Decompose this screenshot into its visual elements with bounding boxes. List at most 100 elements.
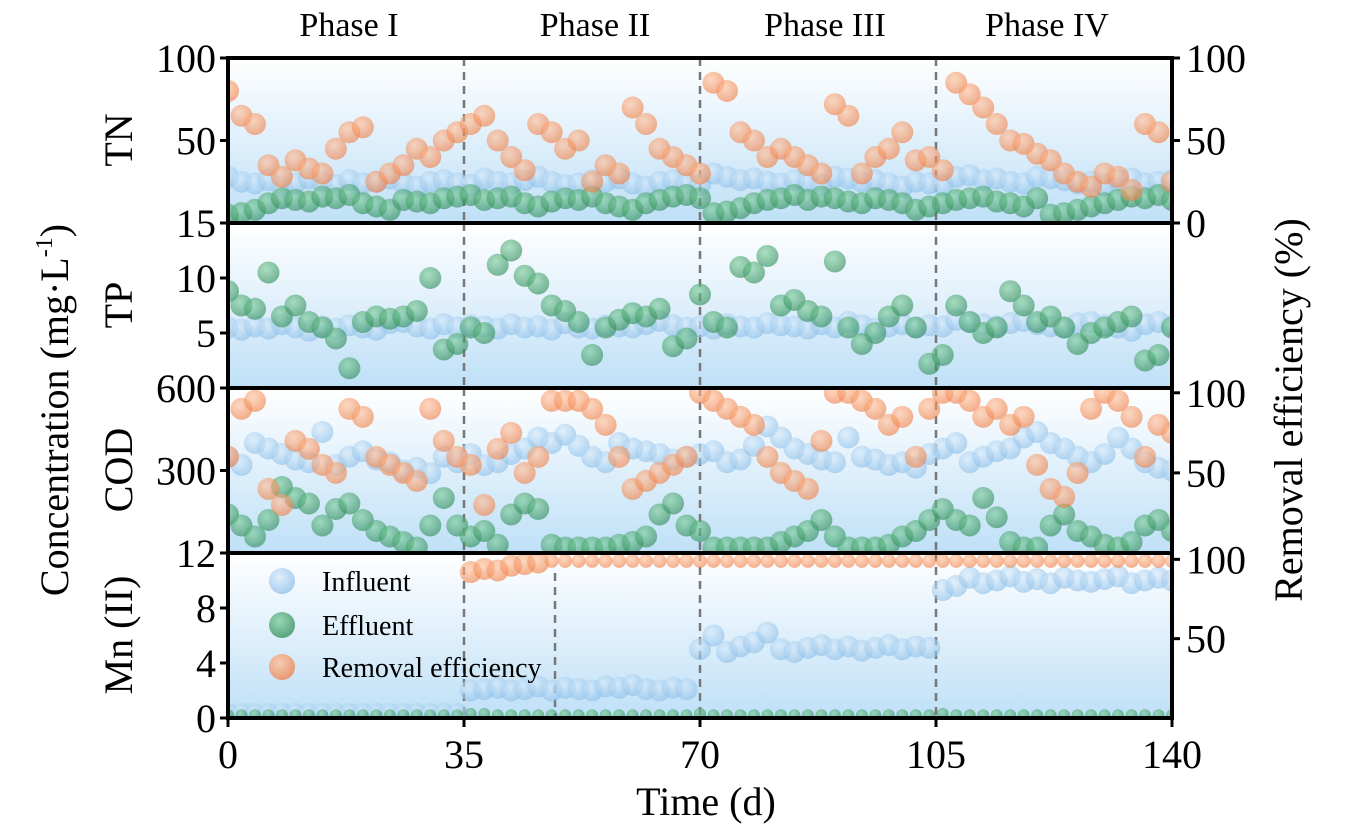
effluent-point bbox=[257, 261, 280, 284]
effluent-point bbox=[1058, 709, 1071, 718]
influent-point bbox=[823, 451, 846, 474]
effluent-point bbox=[572, 709, 585, 718]
effluent-point bbox=[945, 294, 968, 317]
effluent-point bbox=[662, 492, 685, 515]
effluent-point bbox=[383, 709, 396, 718]
effluent-point bbox=[297, 492, 320, 515]
legend-label-effluent: Effluent bbox=[322, 611, 413, 642]
effluent-point bbox=[640, 709, 653, 718]
effluent-point bbox=[599, 709, 612, 718]
panel-label-tn: TN bbox=[96, 113, 141, 166]
removal-point bbox=[1066, 461, 1089, 484]
effluent-point bbox=[931, 344, 954, 366]
removal-point bbox=[742, 129, 765, 152]
removal-point bbox=[571, 553, 586, 568]
effluent-point bbox=[864, 322, 887, 344]
removal-point bbox=[1070, 553, 1085, 568]
removal-point bbox=[985, 113, 1008, 135]
removal-point bbox=[985, 397, 1008, 420]
removal-point bbox=[486, 129, 509, 152]
removal-point bbox=[814, 553, 829, 568]
influent-point bbox=[689, 638, 711, 661]
influent-point bbox=[945, 432, 968, 454]
removal-point bbox=[608, 445, 631, 468]
effluent-point bbox=[581, 344, 604, 366]
effluent-point bbox=[500, 239, 523, 262]
removal-point bbox=[895, 553, 910, 568]
effluent-point bbox=[451, 709, 464, 718]
legend: Influent Effluent Removal efficiency bbox=[269, 567, 542, 684]
removal-point bbox=[922, 553, 937, 568]
effluent-point bbox=[257, 509, 280, 531]
effluent-point bbox=[446, 333, 469, 355]
removal-point bbox=[976, 553, 991, 568]
effluent-point bbox=[1004, 709, 1017, 718]
removal-point bbox=[931, 159, 954, 182]
x-tick-label: 140 bbox=[1142, 732, 1202, 777]
effluent-point bbox=[486, 533, 509, 553]
removal-point bbox=[270, 165, 293, 188]
effluent-point bbox=[262, 709, 275, 718]
removal-point bbox=[243, 113, 266, 135]
effluent-point bbox=[904, 316, 927, 339]
y-tick-label-left: 0 bbox=[196, 696, 216, 741]
effluent-point bbox=[329, 709, 342, 718]
removal-point bbox=[527, 445, 550, 468]
effluent-point bbox=[923, 709, 936, 718]
removal-point bbox=[639, 553, 654, 568]
effluent-point bbox=[648, 297, 671, 320]
removal-point bbox=[1134, 445, 1157, 468]
removal-point bbox=[1080, 397, 1103, 420]
removal-point bbox=[459, 453, 482, 476]
effluent-point bbox=[586, 709, 599, 718]
phase-label: Phase III bbox=[764, 7, 886, 44]
effluent-point bbox=[1125, 709, 1138, 718]
removal-point bbox=[958, 83, 981, 106]
effluent-point bbox=[810, 509, 833, 531]
effluent-point bbox=[774, 709, 787, 718]
removal-point bbox=[918, 397, 941, 420]
removal-point bbox=[581, 170, 604, 193]
y-tick-label-left: 10 bbox=[176, 256, 216, 301]
removal-point bbox=[228, 80, 239, 102]
removal-point bbox=[958, 389, 981, 412]
influent-point bbox=[729, 448, 752, 471]
removal-point bbox=[1120, 179, 1143, 201]
effluent-point bbox=[1053, 503, 1076, 526]
removal-point bbox=[800, 553, 815, 568]
x-axis-label: Time (d) bbox=[636, 779, 776, 824]
removal-point bbox=[1111, 553, 1126, 568]
effluent-point bbox=[1026, 536, 1049, 553]
removal-point bbox=[544, 553, 559, 568]
effluent-point bbox=[432, 487, 455, 509]
removal-point bbox=[733, 553, 748, 568]
y-axis-label-left-sup: -1 bbox=[32, 237, 58, 257]
effluent-point bbox=[1152, 709, 1165, 718]
influent-point bbox=[675, 678, 698, 701]
removal-point bbox=[594, 413, 617, 436]
effluent-point bbox=[243, 525, 266, 548]
effluent-point bbox=[437, 709, 450, 718]
y-tick-label-left: 50 bbox=[176, 119, 216, 164]
data-points bbox=[228, 58, 1172, 718]
removal-point bbox=[419, 146, 442, 168]
effluent-point bbox=[675, 327, 698, 350]
effluent-point bbox=[397, 709, 410, 718]
effluent-point bbox=[505, 709, 518, 718]
effluent-point bbox=[842, 709, 855, 718]
removal-point bbox=[908, 553, 923, 568]
y-axis-label-left: Concentration (mg·L-1) bbox=[32, 224, 77, 596]
removal-point bbox=[486, 437, 509, 460]
effluent-point bbox=[990, 709, 1003, 718]
removal-point bbox=[1053, 485, 1076, 508]
y-tick-label-right: 100 bbox=[1186, 36, 1246, 81]
effluent-point bbox=[284, 294, 307, 317]
effluent-point bbox=[518, 709, 531, 718]
removal-point bbox=[773, 553, 788, 568]
removal-point bbox=[742, 413, 765, 436]
effluent-point bbox=[891, 294, 914, 317]
effluent-point bbox=[1044, 709, 1057, 718]
effluent-point bbox=[680, 709, 693, 718]
effluent-point bbox=[985, 316, 1008, 339]
panel-label-cod: COD bbox=[96, 428, 141, 512]
